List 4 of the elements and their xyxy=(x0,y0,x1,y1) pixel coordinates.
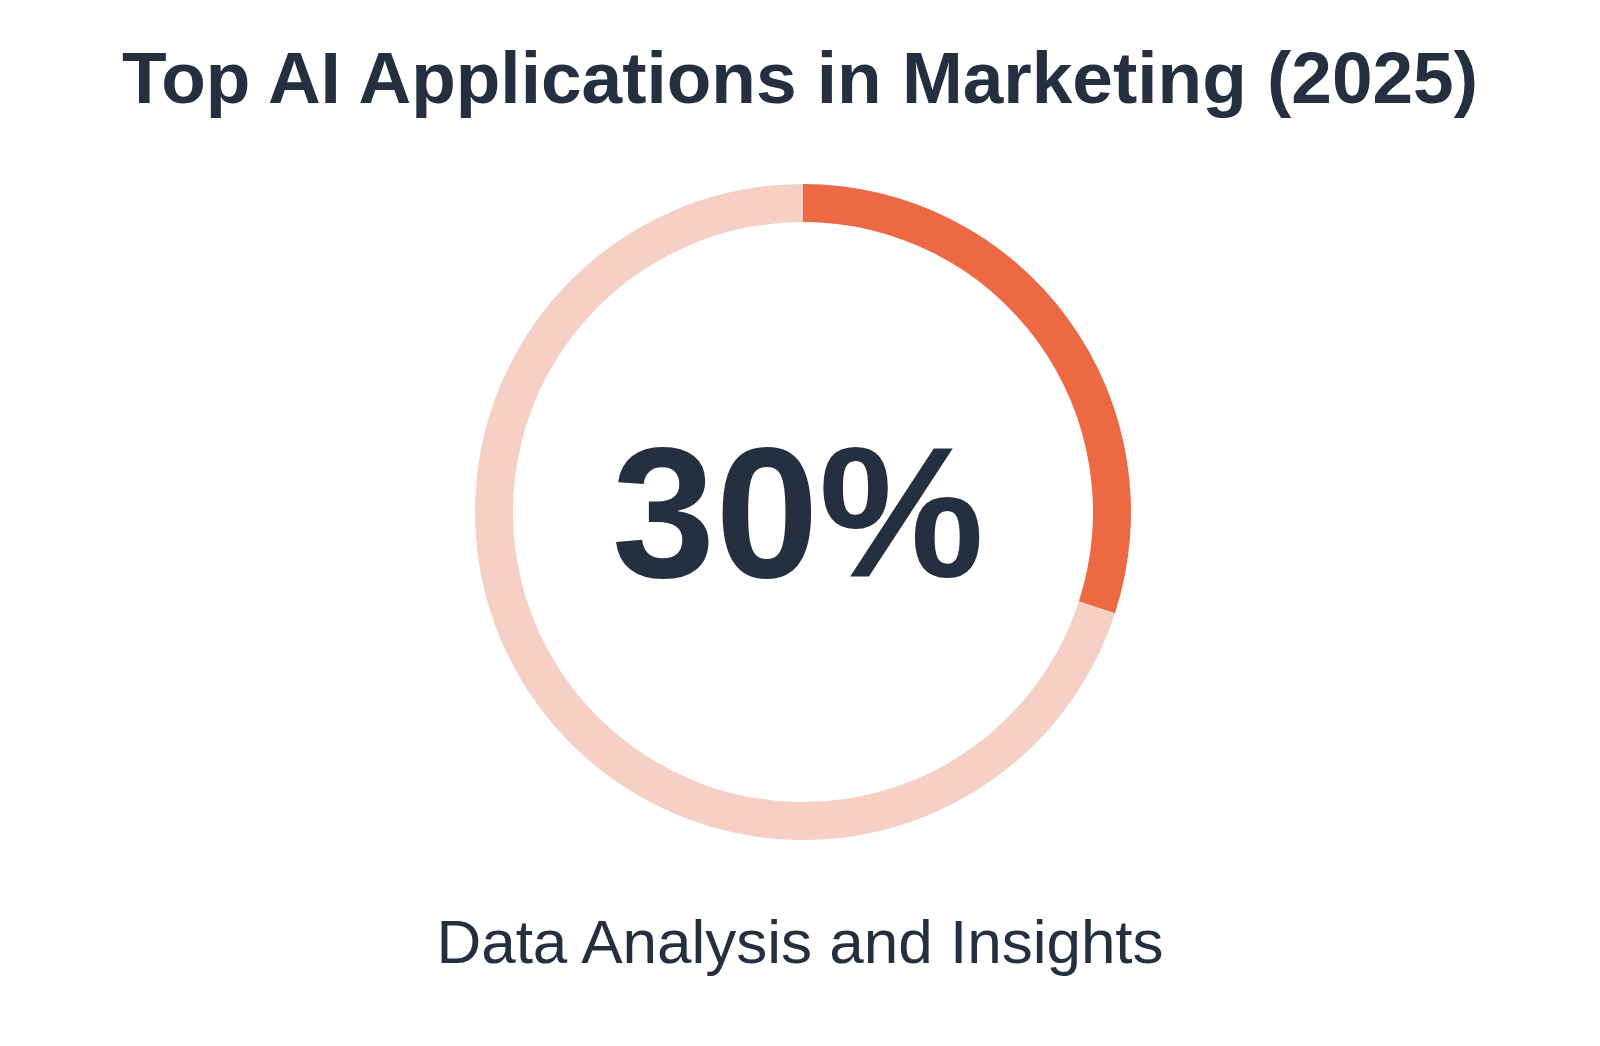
text: Data Analysis and Insights xyxy=(435,906,1165,978)
text: 30% xyxy=(610,409,986,616)
chart-title: Top AI Applications in Marketing (2025) xyxy=(120,36,1480,120)
donut-slice xyxy=(475,184,1115,840)
